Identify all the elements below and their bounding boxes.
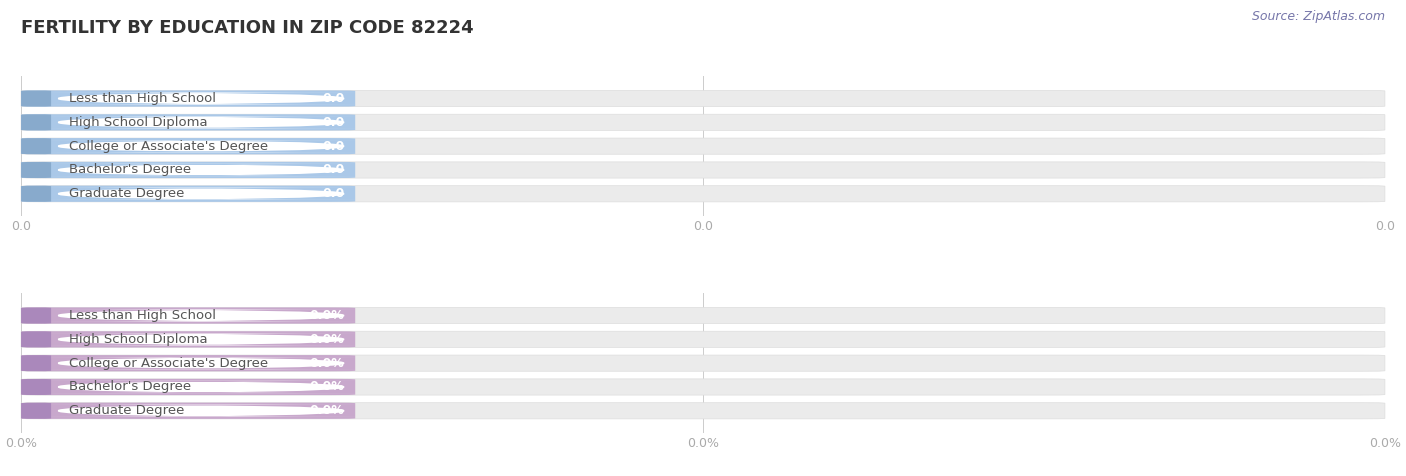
FancyBboxPatch shape xyxy=(21,331,51,347)
FancyBboxPatch shape xyxy=(21,379,51,395)
FancyBboxPatch shape xyxy=(21,162,356,178)
FancyBboxPatch shape xyxy=(21,114,1385,130)
FancyBboxPatch shape xyxy=(21,138,356,154)
FancyBboxPatch shape xyxy=(27,92,375,105)
FancyBboxPatch shape xyxy=(21,307,356,324)
FancyBboxPatch shape xyxy=(21,114,51,130)
FancyBboxPatch shape xyxy=(21,90,51,107)
FancyBboxPatch shape xyxy=(27,164,375,176)
Text: 0.0: 0.0 xyxy=(322,116,344,129)
FancyBboxPatch shape xyxy=(21,331,356,347)
FancyBboxPatch shape xyxy=(21,403,51,419)
Text: 0.0%: 0.0% xyxy=(309,309,344,322)
FancyBboxPatch shape xyxy=(21,355,356,371)
FancyBboxPatch shape xyxy=(21,355,51,371)
FancyBboxPatch shape xyxy=(21,90,356,107)
FancyBboxPatch shape xyxy=(27,309,375,322)
FancyBboxPatch shape xyxy=(27,333,375,346)
Text: Graduate Degree: Graduate Degree xyxy=(69,404,184,417)
FancyBboxPatch shape xyxy=(21,138,51,154)
Text: Less than High School: Less than High School xyxy=(69,92,217,105)
FancyBboxPatch shape xyxy=(27,381,375,393)
FancyBboxPatch shape xyxy=(21,379,356,395)
Text: High School Diploma: High School Diploma xyxy=(69,333,208,346)
FancyBboxPatch shape xyxy=(27,405,375,417)
Text: 0.0%: 0.0% xyxy=(309,404,344,417)
FancyBboxPatch shape xyxy=(21,379,1385,395)
FancyBboxPatch shape xyxy=(21,186,356,202)
Text: High School Diploma: High School Diploma xyxy=(69,116,208,129)
Text: College or Associate's Degree: College or Associate's Degree xyxy=(69,139,269,153)
Text: Bachelor's Degree: Bachelor's Degree xyxy=(69,163,191,177)
FancyBboxPatch shape xyxy=(21,162,1385,178)
Text: 0.0%: 0.0% xyxy=(309,357,344,370)
Text: College or Associate's Degree: College or Associate's Degree xyxy=(69,357,269,370)
FancyBboxPatch shape xyxy=(21,162,51,178)
FancyBboxPatch shape xyxy=(21,186,51,202)
Text: FERTILITY BY EDUCATION IN ZIP CODE 82224: FERTILITY BY EDUCATION IN ZIP CODE 82224 xyxy=(21,19,474,37)
Text: 0.0%: 0.0% xyxy=(309,333,344,346)
Text: 0.0: 0.0 xyxy=(322,92,344,105)
FancyBboxPatch shape xyxy=(21,403,1385,419)
FancyBboxPatch shape xyxy=(21,90,1385,107)
FancyBboxPatch shape xyxy=(27,116,375,129)
FancyBboxPatch shape xyxy=(27,357,375,369)
Text: 0.0%: 0.0% xyxy=(309,380,344,394)
Text: Graduate Degree: Graduate Degree xyxy=(69,187,184,200)
FancyBboxPatch shape xyxy=(21,114,356,130)
FancyBboxPatch shape xyxy=(21,186,1385,202)
Text: 0.0: 0.0 xyxy=(322,187,344,200)
Text: Less than High School: Less than High School xyxy=(69,309,217,322)
FancyBboxPatch shape xyxy=(21,307,51,324)
FancyBboxPatch shape xyxy=(21,138,1385,154)
Text: 0.0: 0.0 xyxy=(322,139,344,153)
Text: Bachelor's Degree: Bachelor's Degree xyxy=(69,380,191,394)
FancyBboxPatch shape xyxy=(21,331,1385,347)
FancyBboxPatch shape xyxy=(27,140,375,152)
FancyBboxPatch shape xyxy=(21,355,1385,371)
FancyBboxPatch shape xyxy=(27,188,375,200)
Text: 0.0: 0.0 xyxy=(322,163,344,177)
Text: Source: ZipAtlas.com: Source: ZipAtlas.com xyxy=(1251,10,1385,22)
FancyBboxPatch shape xyxy=(21,403,356,419)
FancyBboxPatch shape xyxy=(21,307,1385,324)
